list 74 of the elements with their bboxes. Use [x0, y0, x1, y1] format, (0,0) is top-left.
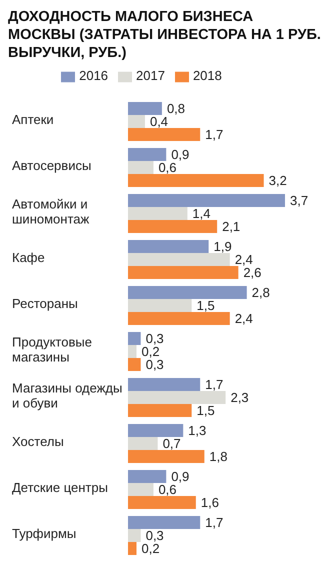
data-label: 1,8	[209, 449, 228, 464]
bar	[128, 450, 204, 463]
bar	[128, 312, 230, 325]
bar	[128, 253, 230, 266]
legend-label: 2017	[136, 68, 165, 83]
data-label: 0,6	[158, 160, 177, 176]
data-label: 2,4	[234, 252, 253, 268]
bar	[128, 358, 141, 371]
y-tick-label: Кафе	[12, 250, 45, 266]
data-label: 0,9	[171, 469, 190, 484]
data-label: 0,3	[146, 357, 164, 372]
bar	[128, 496, 196, 509]
y-tick-label: Автосервисы	[12, 158, 92, 174]
y-tick-label: Хостелы	[12, 434, 64, 450]
y-tick-label: Детские центры	[12, 480, 108, 496]
data-label: 3,7	[290, 193, 308, 208]
legend-label: 2018	[192, 68, 222, 83]
bar	[128, 299, 192, 312]
y-tick-label: Автомойки и шиномонтаж	[12, 196, 90, 227]
bar	[128, 148, 166, 161]
bar	[128, 345, 136, 358]
data-label: 1,7	[205, 127, 224, 142]
bar	[128, 128, 200, 141]
bar	[128, 115, 145, 128]
y-tick-label: Продуктовые магазины	[12, 334, 92, 365]
data-label: 2,6	[243, 265, 262, 280]
bar	[128, 391, 226, 404]
bar	[128, 220, 218, 233]
data-label: 1,7	[205, 377, 224, 392]
bar	[128, 161, 154, 174]
bar	[128, 332, 141, 345]
bar	[128, 542, 136, 555]
data-label: 0,8	[166, 101, 186, 116]
data-label: 1,5	[196, 403, 215, 418]
data-label: 2,8	[252, 285, 270, 300]
data-label: 0,4	[150, 114, 168, 130]
bar	[128, 378, 200, 391]
legend-label: 2016	[79, 68, 108, 83]
data-label: 0,2	[141, 344, 160, 360]
data-label: 1,9	[214, 239, 232, 254]
y-tick-label: Магазины одежды и обуви	[12, 380, 122, 411]
data-label: 2,1	[222, 219, 240, 234]
bar	[128, 483, 154, 496]
bar	[128, 424, 184, 437]
data-label: 0,9	[171, 147, 190, 162]
data-label: 1,7	[205, 515, 224, 530]
chart-title: ДОХОДНОСТЬ МАЛОГО БИЗНЕСА МОСКВЫ (ЗАТРАТЫ ИНВЕСТОРА НА 1 РУБ. ВЫРУЧКИ, РУБ.)	[8, 8, 321, 62]
data-label: 1,6	[200, 495, 219, 510]
data-label: 0,6	[158, 482, 177, 498]
data-label: 2,3	[230, 390, 249, 406]
y-tick-label: Турфирмы	[12, 526, 76, 542]
data-label: 1,3	[188, 423, 206, 438]
bar	[128, 404, 192, 417]
data-label: 2,4	[234, 311, 253, 326]
bar	[128, 102, 162, 115]
bar	[128, 240, 209, 253]
data-label: 1,4	[192, 206, 210, 222]
data-label: 0,2	[141, 541, 160, 556]
bar	[128, 529, 141, 542]
bar	[128, 286, 247, 299]
data-label: 0,3	[146, 528, 164, 544]
bar	[128, 174, 264, 187]
data-label: 0,3	[146, 331, 164, 346]
data-label: 0,7	[162, 436, 181, 452]
bar	[128, 437, 158, 450]
bar	[128, 194, 285, 207]
bar	[128, 470, 166, 483]
bar	[128, 266, 238, 279]
bar	[128, 207, 188, 220]
data-label: 3,2	[268, 173, 287, 188]
y-tick-label: Аптеки	[12, 112, 54, 128]
data-label: 1,5	[196, 298, 215, 314]
bar	[128, 516, 200, 529]
y-tick-label: Рестораны	[12, 296, 78, 312]
